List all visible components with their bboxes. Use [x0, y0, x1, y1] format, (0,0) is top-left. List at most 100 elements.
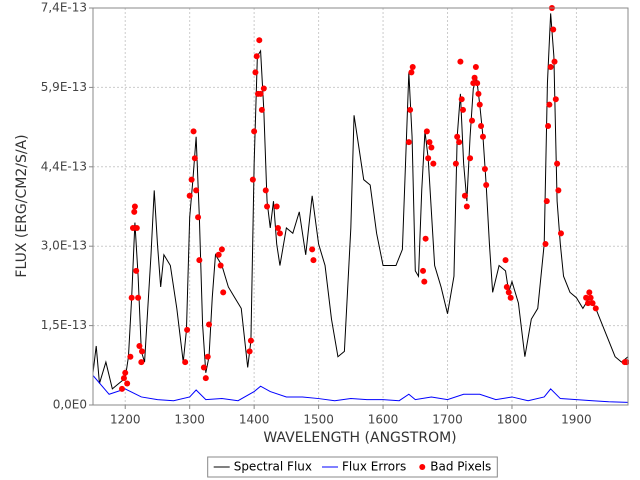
bad-pixel [186, 192, 193, 199]
bad-pixel [133, 224, 140, 231]
bad-pixel [276, 230, 283, 237]
bad-pixel [251, 128, 258, 135]
bad-pixel [246, 348, 253, 355]
bad-pixel [409, 64, 416, 71]
bad-pixel [422, 235, 429, 242]
y-tick-label: 1,5E-13 [41, 318, 87, 332]
y-tick-label: 7,4E-13 [41, 1, 87, 15]
bad-pixel [555, 187, 562, 194]
bad-pixel [260, 85, 267, 92]
bad-pixel [405, 139, 412, 146]
bad-pixel [215, 251, 222, 258]
bad-pixel [623, 359, 629, 366]
bad-pixel [583, 294, 590, 301]
legend-item: Bad Pixels [419, 460, 491, 474]
bad-pixel [587, 294, 594, 301]
x-tick-label: 1300 [174, 413, 205, 427]
bad-pixel [554, 160, 561, 167]
bad-pixel [182, 359, 189, 366]
bad-pixel [138, 348, 145, 355]
x-tick-label: 1700 [432, 413, 463, 427]
bad-pixel [220, 289, 227, 296]
bad-pixel [202, 375, 209, 382]
bad-pixel [452, 160, 459, 167]
bad-pixel [309, 246, 316, 253]
x-axis-label: WAVELENGTH (ANGSTROM) [263, 430, 456, 446]
bad-pixel [249, 176, 256, 183]
x-tick-label: 1200 [110, 413, 141, 427]
bad-pixel [456, 139, 463, 146]
bad-pixel [133, 267, 140, 274]
bad-pixel [592, 305, 599, 312]
bad-pixel [262, 187, 269, 194]
bad-pixel [423, 128, 430, 135]
bad-pixel [408, 69, 415, 76]
bad-pixel [507, 294, 514, 301]
bad-pixel [253, 53, 260, 60]
bad-pixel [547, 64, 554, 71]
bad-pixel [407, 106, 414, 113]
bad-pixel [188, 176, 195, 183]
bad-pixel [550, 26, 557, 33]
bad-pixel [136, 342, 143, 349]
bad-pixel [190, 128, 197, 135]
bad-pixel [467, 155, 474, 162]
y-tick-label: 3,0E-13 [41, 239, 87, 253]
bad-pixel [195, 214, 202, 221]
y-axis-label: FLUX (ERG/CM2/S/A) [14, 134, 30, 277]
bad-pixel [218, 246, 225, 253]
bad-pixel [273, 203, 280, 210]
bad-pixel [135, 294, 142, 301]
bad-pixel [184, 326, 191, 333]
bad-pixel [457, 58, 464, 65]
bad-pixel [502, 257, 509, 264]
bad-pixel [454, 133, 461, 140]
bad-pixel [463, 203, 470, 210]
bad-pixel [545, 123, 552, 130]
bad-pixel [459, 106, 466, 113]
bad-pixel [247, 337, 254, 344]
bad-pixel [204, 353, 211, 360]
bad-pixel [461, 192, 468, 199]
bad-pixel [191, 155, 198, 162]
y-tick-label: 5,9E-13 [41, 80, 87, 94]
bad-pixel [478, 123, 485, 130]
bad-pixel [474, 80, 481, 87]
bad-pixel [469, 117, 476, 124]
bad-pixel [430, 160, 437, 167]
bad-pixel [217, 262, 224, 269]
bad-pixel [120, 375, 127, 382]
bad-pixel [196, 257, 203, 264]
bad-pixel [274, 224, 281, 231]
bad-pixel [256, 37, 263, 44]
flux-line [93, 375, 629, 403]
bad-pixel [257, 90, 264, 97]
bad-pixel [475, 90, 482, 97]
flux-line [93, 13, 629, 390]
bad-pixel [264, 203, 271, 210]
bad-pixel [421, 278, 428, 285]
bad-pixel [481, 165, 488, 172]
bad-pixel [551, 58, 558, 65]
bad-pixel [476, 101, 483, 108]
bad-pixel [586, 289, 593, 296]
bad-pixel [589, 300, 596, 307]
bad-pixel [252, 69, 259, 76]
bad-pixel [138, 359, 145, 366]
bad-pixel [505, 289, 512, 296]
bad-pixel [458, 96, 465, 103]
bad-pixel [131, 208, 138, 215]
bad-pixel [483, 182, 490, 189]
legend: Spectral Flux Flux Errors Bad Pixels [207, 456, 498, 478]
bad-pixel [479, 133, 486, 140]
legend-item: Spectral Flux [213, 460, 312, 474]
x-tick-label: 1500 [303, 413, 334, 427]
bad-pixel [543, 198, 550, 205]
bad-pixel [472, 64, 479, 71]
bad-pixel [131, 203, 138, 210]
bad-pixel [585, 300, 592, 307]
bad-pixel [128, 294, 135, 301]
plot-area [93, 5, 629, 403]
x-tick-label: 1400 [239, 413, 270, 427]
bad-pixel [200, 364, 207, 371]
